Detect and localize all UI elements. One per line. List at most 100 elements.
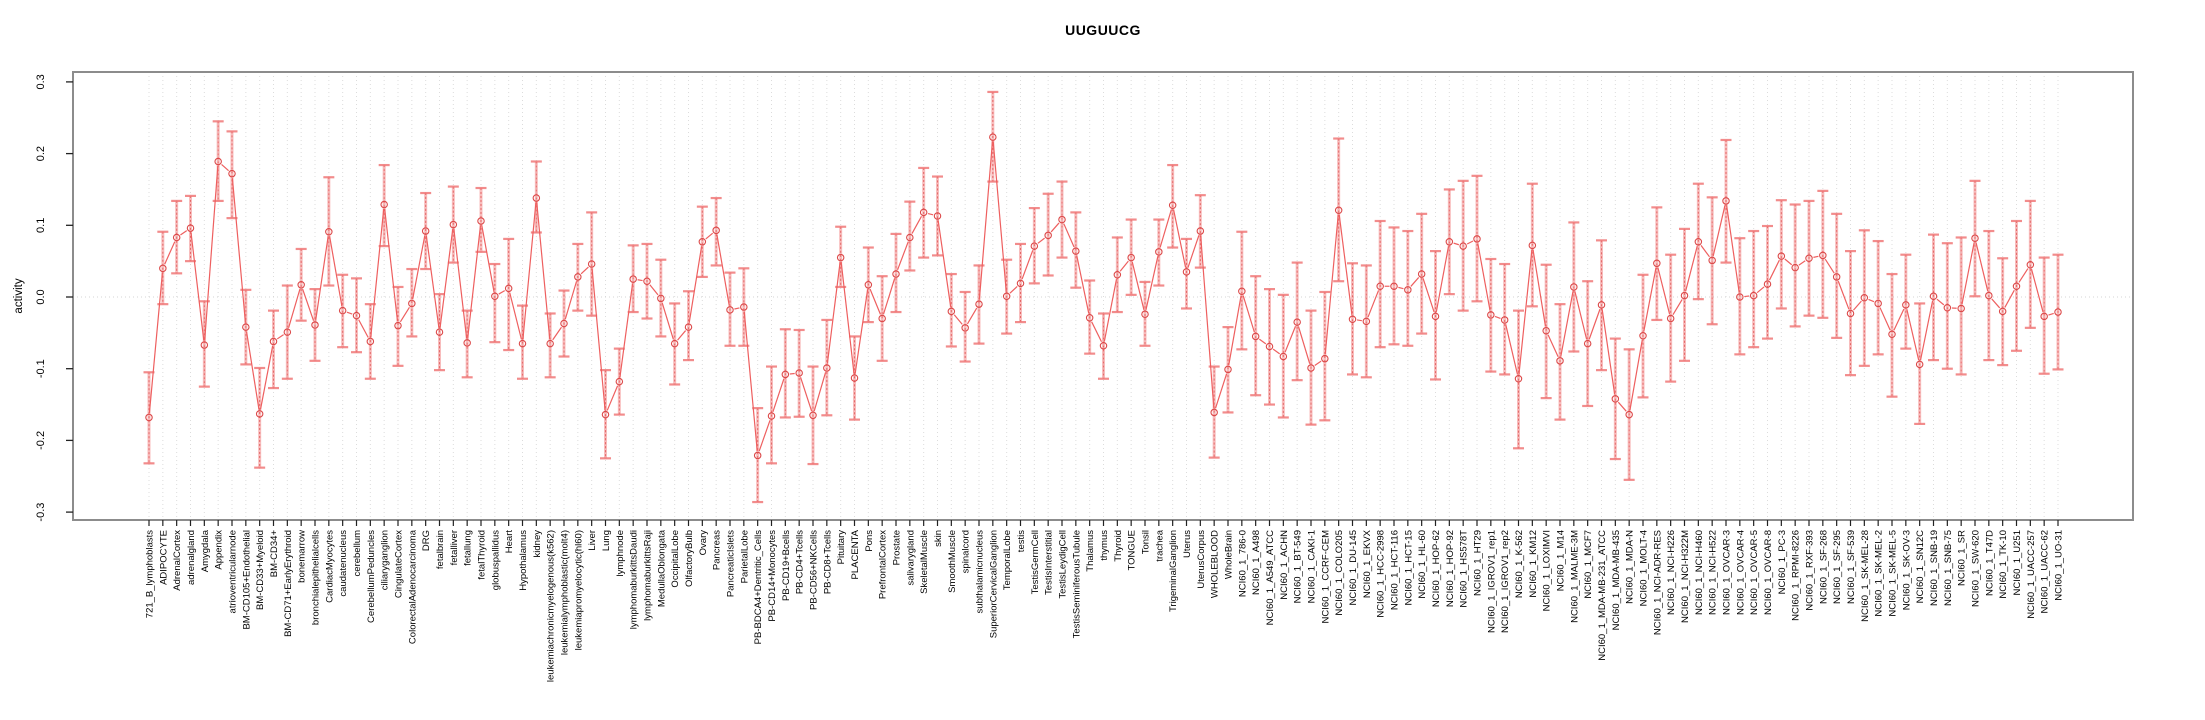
- data-point: [1376, 282, 1384, 290]
- data-point: [1224, 365, 1232, 374]
- x-tick-label: NCI60_1_HT29: [1473, 530, 1484, 596]
- y-tick-label: 0.2: [35, 146, 47, 161]
- x-tick-label: NCI60_1_TK-10: [1998, 530, 2009, 599]
- x-tick-label: Appendix: [214, 530, 225, 570]
- x-tick-label: NCI60_1_RXF-393: [1805, 530, 1816, 611]
- x-tick-label: MedullaOblongata: [656, 529, 667, 607]
- data-point: [2054, 308, 2062, 316]
- data-point: [1279, 352, 1288, 361]
- data-point: [864, 281, 873, 289]
- x-tick-label: DRG: [421, 530, 432, 551]
- x-tick-label: NCI60_1_U251: [2012, 530, 2023, 596]
- x-tick-label: NCI60_1_MALME-3M: [1569, 530, 1580, 623]
- x-tick-label: NCI60_1_RPMI-8226: [1791, 530, 1802, 621]
- x-tick-label: PB-CD4+Tcells: [795, 530, 806, 594]
- x-axis: 721_B_lymphoblasts ADIPOCYTE AdrenalCortex…: [145, 520, 2065, 682]
- data-point: [643, 277, 651, 285]
- x-tick-label: CardiacMyocytes: [324, 530, 335, 603]
- data-point: [1321, 354, 1329, 363]
- x-tick-label: NCI60_1_HS578T: [1459, 530, 1470, 608]
- x-tick-label: leukemiachronicmyelogenous(k562): [546, 530, 557, 682]
- x-tick-label: NCI60_1_OVCAR-5: [1749, 530, 1760, 615]
- data-point: [1763, 280, 1772, 288]
- data-point: [1971, 234, 1979, 242]
- data-point: [740, 303, 748, 311]
- x-tick-label: bonemarrow: [297, 530, 308, 583]
- x-tick-label: NCI60_1_CCRF-CEM: [1320, 530, 1331, 624]
- x-tick-label: NCI60_1_SK-MEL-28: [1860, 530, 1871, 622]
- x-tick-label: PB-CD8+Tcells: [822, 530, 833, 594]
- data-point: [477, 217, 485, 225]
- data-point: [975, 300, 983, 308]
- x-tick-label: fetalbrain: [435, 530, 446, 569]
- x-tick-label: NCI60_1_HOP-62: [1431, 530, 1442, 607]
- x-tick-label: lymphomaburkittsRaji: [643, 530, 654, 621]
- x-tick-label: BM-CD105+Endothelial: [241, 530, 252, 630]
- x-tick-label: ColorectalAdenocarcinoma: [407, 529, 418, 644]
- y-tick-label: -0.3: [35, 503, 47, 522]
- x-tick-label: NCI60_1_A549_ATCC: [1265, 530, 1276, 626]
- data-point: [228, 169, 236, 178]
- x-tick-label: TONGUE: [1127, 530, 1138, 570]
- x-tick-label: Liver: [587, 530, 598, 551]
- data-point: [1293, 318, 1301, 326]
- x-tick-label: SkeletalMuscle: [919, 530, 930, 594]
- data-point: [1722, 197, 1730, 205]
- x-tick-label: PB-BDCA4+Dentritic_Cells: [753, 530, 764, 645]
- x-tick-label: NCI60_1_MDA-N: [1625, 530, 1636, 604]
- x-tick-label: NCI60_1_HL-60: [1417, 530, 1428, 599]
- y-tick-label: -0.1: [35, 359, 47, 378]
- data-point: [698, 238, 707, 246]
- x-tick-label: TestisLeydigCell: [1058, 530, 1069, 599]
- data-point: [892, 270, 900, 278]
- x-tick-label: NCI60_1_ACHN: [1279, 530, 1290, 600]
- data-point: [1749, 291, 1758, 300]
- x-tick-label: TestisGermCell: [1030, 530, 1041, 594]
- data-point: [311, 321, 319, 329]
- data-point: [850, 374, 859, 382]
- data-point: [1445, 238, 1454, 246]
- x-tick-label: cerebellum: [352, 530, 363, 577]
- data-point: [1072, 247, 1080, 255]
- x-tick-label: fetalThyroid: [477, 530, 488, 580]
- chart-title: UUGUUCG: [1065, 22, 1141, 38]
- x-tick-label: NCI60_1_LOXIMVI: [1542, 530, 1553, 611]
- x-tick-label: NCI60_1_NCI-H322M: [1680, 530, 1691, 623]
- data-point: [753, 451, 762, 460]
- data-point: [200, 341, 209, 349]
- data-point: [1487, 311, 1495, 319]
- x-tick-label: NCI60_1_NCI-H460: [1694, 530, 1705, 615]
- data-point: [1265, 342, 1274, 351]
- data-point: [1500, 316, 1509, 324]
- data-point: [947, 307, 956, 316]
- data-point: [1611, 395, 1620, 403]
- data-point: [1348, 315, 1357, 323]
- x-tick-label: CerebellumPeduncles: [366, 530, 377, 623]
- x-tick-label: BM-CD71+EarlyErythroid: [283, 530, 294, 637]
- x-tick-label: NCI60_1_CAKI-1: [1307, 530, 1318, 603]
- x-tick-label: SmoothMuscle: [947, 530, 958, 593]
- x-tick-label: NCI60_1_UACC-257: [2026, 530, 2037, 619]
- data-point: [1030, 242, 1039, 250]
- x-tick-label: TrigeminalGanglion: [1168, 530, 1179, 612]
- y-axis-title: activity: [13, 278, 25, 314]
- x-tick-label: Uterus: [1182, 530, 1193, 558]
- data-point: [1016, 279, 1025, 288]
- x-tick-label: WHOLEBLOOD: [1210, 530, 1221, 598]
- data-point: [2012, 282, 2021, 290]
- x-tick-label: SuperiorCervicalGanglion: [988, 530, 999, 638]
- x-tick-label: NCI60_1_SW-620: [1971, 530, 1982, 607]
- data-point: [615, 377, 624, 386]
- data-point: [283, 328, 292, 336]
- x-tick-label: NCI60_1_BT-549: [1293, 530, 1304, 603]
- x-tick-label: leukemiapromyelocytic(hl60): [573, 530, 584, 650]
- data-point: [1155, 248, 1163, 256]
- data-point: [380, 200, 388, 209]
- data-point: [1639, 331, 1647, 340]
- series-line: [148, 141, 2054, 452]
- x-tick-label: kidney: [532, 530, 543, 558]
- data-point: [366, 337, 375, 346]
- x-tick-label: globuspallidus: [490, 530, 501, 590]
- data-point: [1473, 235, 1481, 243]
- data-point: [159, 264, 167, 273]
